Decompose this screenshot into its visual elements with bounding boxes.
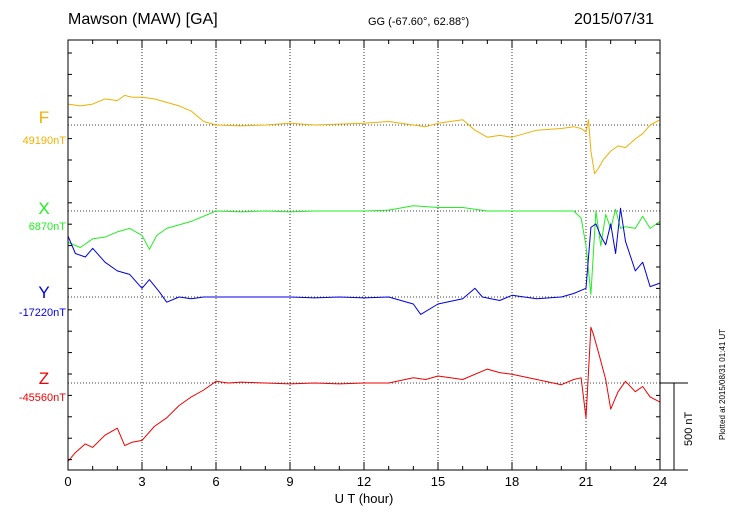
x-tick-label: 18 (505, 474, 519, 489)
series-base-F: 49190nT (23, 135, 67, 147)
x-tick-label: 24 (653, 474, 667, 489)
scale-bar: 500 nT (660, 382, 695, 471)
grid-lines (68, 40, 660, 470)
series-base-Y: -17220nT (19, 307, 66, 319)
x-tick-label: 0 (64, 474, 71, 489)
series-base-X: 6870nT (29, 221, 67, 233)
x-tick-label: 21 (579, 474, 593, 489)
series-line-Y (67, 207, 661, 315)
series-line-X (67, 205, 661, 295)
series-line-Z (67, 326, 661, 462)
x-tick-label: 3 (138, 474, 145, 489)
x-tick-label: 9 (286, 474, 293, 489)
coordinates-label: GG (-67.60°, 62.88°) (368, 16, 470, 28)
series-base-Z: -45560nT (19, 392, 66, 404)
x-tick-labels: 0 3 6 9 12 15 18 21 24 (64, 474, 667, 489)
series-lines (67, 94, 661, 462)
series-label-Y: Y (38, 283, 49, 302)
axis-ticks (67, 40, 661, 470)
series-label-X: X (38, 199, 49, 218)
series-label-Z: Z (39, 369, 49, 388)
date-label: 2015/07/31 (574, 11, 655, 28)
series-label-F: F (39, 108, 49, 127)
scale-bar-label: 500 nT (683, 411, 695, 446)
station-title: Mawson (MAW) [GA] (68, 11, 218, 28)
x-axis-title: U T (hour) (335, 491, 394, 506)
series-line-F (67, 94, 661, 175)
x-tick-label: 12 (357, 474, 371, 489)
x-tick-label: 6 (212, 474, 219, 489)
plot-frame (67, 39, 661, 471)
x-tick-label: 15 (431, 474, 445, 489)
